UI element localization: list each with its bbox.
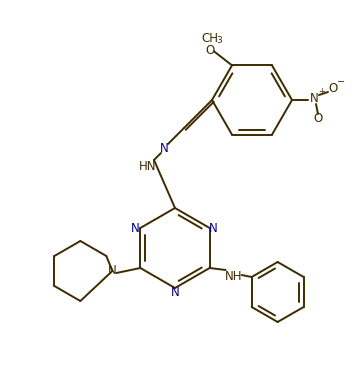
Text: −: − <box>337 77 345 87</box>
Text: N: N <box>171 287 180 299</box>
Text: O: O <box>205 44 215 57</box>
Text: O: O <box>328 82 338 94</box>
Text: 3: 3 <box>216 36 222 45</box>
Text: CH: CH <box>202 32 219 45</box>
Text: NH: NH <box>225 269 243 283</box>
Text: N: N <box>160 142 168 154</box>
Text: O: O <box>313 112 323 126</box>
Text: N: N <box>108 265 117 277</box>
Text: N: N <box>131 221 140 235</box>
Text: +: + <box>319 87 325 97</box>
Text: N: N <box>209 221 218 235</box>
Text: N: N <box>310 92 318 105</box>
Text: HN: HN <box>139 160 157 172</box>
